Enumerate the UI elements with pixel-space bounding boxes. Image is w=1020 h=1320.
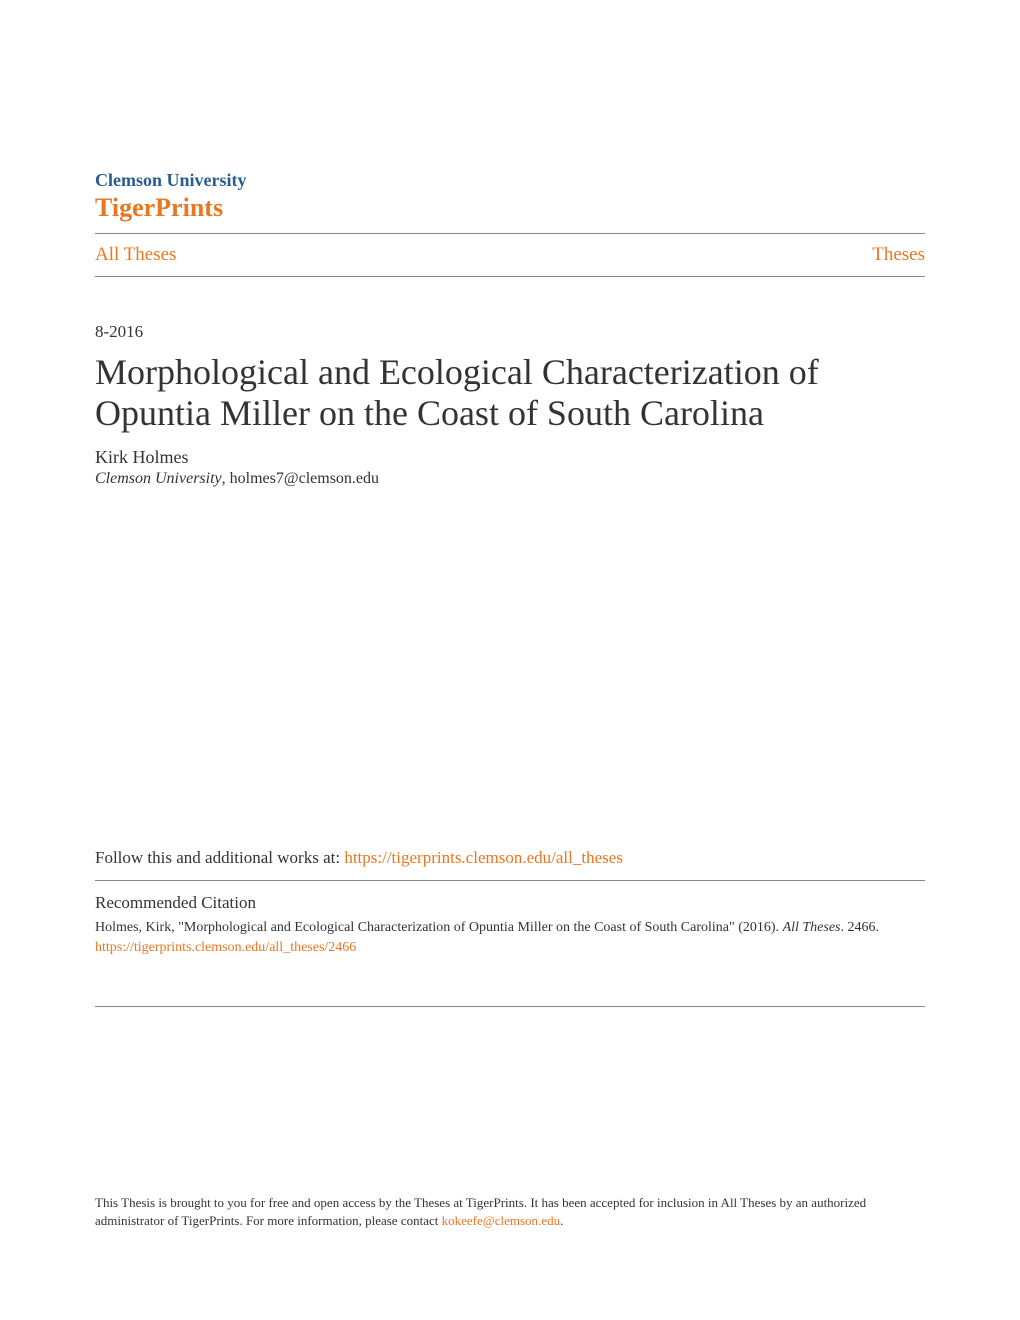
citation-series: All Theses (783, 920, 841, 935)
author-institution: Clemson University (95, 470, 222, 487)
document-title: Morphological and Ecological Characteriz… (95, 352, 925, 435)
footer-suffix: . (560, 1213, 563, 1228)
breadcrumb-left-link[interactable]: All Theses (95, 244, 176, 266)
author-separator: , (222, 470, 230, 487)
citation-section: Recommended Citation Holmes, Kirk, "Morp… (95, 881, 925, 1006)
citation-prefix: Holmes, Kirk, "Morphological and Ecologi… (95, 920, 783, 935)
follow-section: Follow this and additional works at: htt… (95, 848, 925, 880)
footer-contact-link[interactable]: kokeefe@clemson.edu (442, 1213, 560, 1228)
citation-heading: Recommended Citation (95, 893, 925, 913)
citation-suffix: . 2466. (841, 920, 880, 935)
institution-name[interactable]: Clemson University (95, 170, 925, 191)
author-affiliation: Clemson University, holmes7@clemson.edu (95, 470, 925, 488)
footer-text: This Thesis is brought to you for free a… (95, 1194, 925, 1230)
breadcrumb-right-link[interactable]: Theses (872, 244, 925, 266)
citation-link[interactable]: https://tigerprints.clemson.edu/all_thes… (95, 940, 925, 956)
publication-date: 8-2016 (95, 322, 925, 342)
divider-citation (95, 1006, 925, 1007)
author-name: Kirk Holmes (95, 447, 925, 468)
header-block: Clemson University TigerPrints (95, 170, 925, 223)
repository-name[interactable]: TigerPrints (95, 193, 925, 223)
citation-text: Holmes, Kirk, "Morphological and Ecologi… (95, 919, 925, 938)
divider-breadcrumb (95, 276, 925, 277)
author-email: holmes7@clemson.edu (230, 470, 379, 487)
follow-link[interactable]: https://tigerprints.clemson.edu/all_thes… (344, 848, 623, 867)
breadcrumb: All Theses Theses (95, 234, 925, 276)
follow-text: Follow this and additional works at: (95, 848, 344, 867)
